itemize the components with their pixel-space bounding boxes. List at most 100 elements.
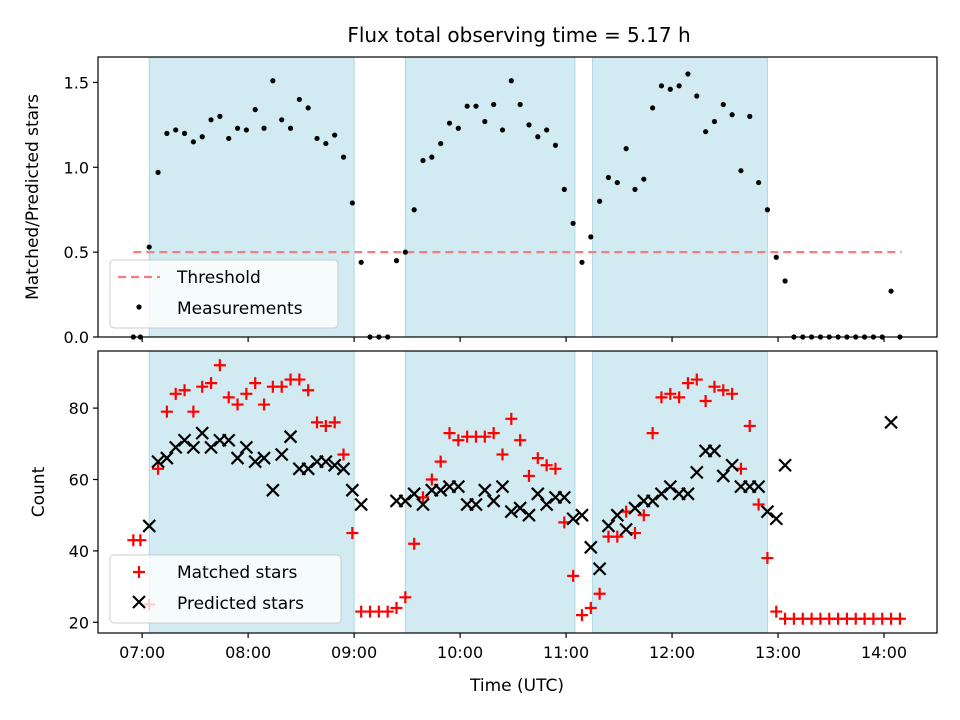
matched-stars-point [681, 377, 694, 390]
measurements-point [605, 174, 612, 181]
measurements-point [252, 107, 258, 113]
matched-stars-point [134, 534, 147, 547]
x-axis-label: Time (UTC) [469, 676, 564, 696]
measurements-point [579, 259, 585, 265]
matched-stars-point [408, 537, 421, 550]
measurements-point [888, 288, 894, 294]
predicted-stars-point [769, 511, 784, 526]
x-tick-label: 14:00 [861, 643, 907, 662]
plot-area [130, 71, 903, 340]
predicted-stars-point [522, 508, 536, 522]
matched-stars-point [549, 462, 562, 475]
top-axes-frame [97, 56, 938, 338]
measurements-point [544, 127, 550, 133]
legend-measurements-marker [136, 304, 142, 310]
matched-stars-point [726, 387, 739, 400]
measurements-point [667, 86, 673, 92]
matched-stars-point [575, 609, 588, 622]
predicted-stars-point [151, 454, 165, 469]
measurements-point [217, 113, 223, 119]
measurements-point [676, 83, 682, 89]
predicted-stars-point [416, 497, 430, 512]
x-tick-label: 10:00 [437, 643, 483, 662]
predicted-stars-point [601, 519, 616, 533]
measurements-point [173, 127, 179, 133]
predicted-stars-point [619, 522, 633, 537]
measurements-point [623, 146, 629, 152]
measurements-point [296, 96, 302, 103]
legend-box [109, 554, 342, 624]
predicted-stars-point [177, 433, 192, 448]
measurements-point [455, 125, 461, 131]
matched-stars-point [302, 384, 315, 397]
matched-stars-point [328, 416, 341, 429]
matched-stars-point [249, 377, 262, 390]
measurements-point [402, 249, 408, 255]
matched-stars-point [584, 602, 597, 615]
matched-stars-point [531, 452, 544, 465]
predicted-stars-point [539, 497, 554, 512]
predicted-stars-point [407, 487, 421, 501]
measurements-point [438, 140, 444, 147]
legend-matched-label: Matched stars [177, 563, 297, 583]
measurements-point [464, 103, 470, 109]
predicted-stars-point [504, 504, 519, 519]
predicted-stars-point [592, 561, 607, 576]
measurements-point [782, 278, 788, 284]
matched-stars-point [240, 387, 253, 400]
observing-window-2 [404, 56, 576, 338]
matched-stars-point [319, 419, 332, 432]
matched-stars-point [311, 416, 324, 429]
matched-stars-point [443, 427, 456, 440]
y-tick-label: 0.0 [64, 328, 89, 347]
measurements-point [323, 140, 329, 147]
predicted-stars-point [469, 497, 483, 512]
measurements-point [358, 259, 364, 265]
measurements-point [588, 234, 594, 240]
measurements-point [420, 157, 426, 164]
y-tick-label: 60 [69, 471, 89, 490]
measurements-point [243, 127, 249, 133]
predicted-stars-point [478, 483, 492, 497]
matched-stars-point [752, 498, 765, 511]
matched-stars-point [187, 405, 200, 418]
matched-stars-point [346, 527, 359, 540]
predicted-stars-point [486, 494, 501, 508]
measurements-point [287, 125, 294, 131]
matched-stars-point [487, 427, 500, 440]
matched-stars-point [761, 552, 774, 565]
matched-stars-point [222, 391, 235, 404]
predicted-stars-point [751, 479, 766, 494]
matched-stars-point [514, 434, 527, 447]
predicted-stars-point [274, 447, 289, 462]
y-axis: 20 40 60 80 [69, 399, 98, 632]
predicted-stars-point [398, 494, 413, 508]
predicted-stars-point [257, 451, 271, 465]
matched-stars-point [522, 469, 535, 482]
x-tick-label: 12:00 [649, 643, 695, 662]
measurements-point [429, 154, 435, 160]
matched-stars-point [717, 384, 730, 397]
predicted-stars-point [575, 508, 589, 522]
x-tick-label: 11:00 [543, 643, 589, 662]
measurements-point [340, 154, 347, 160]
x-axis: 07:00 08:00 09:00 10:00 11:00 12:00 13:00 14:00 [119, 633, 907, 662]
measurements-point [332, 132, 338, 138]
matched-stars-point [160, 405, 173, 418]
matched-stars-point [743, 419, 756, 432]
predicted-stars-point [760, 504, 775, 519]
measurements-point [181, 130, 188, 136]
matched-stars-point [434, 455, 447, 468]
matched-stars-point [231, 398, 244, 411]
measurements-point [261, 125, 267, 131]
bottom-axes-frame [97, 350, 938, 634]
predicted-stars-point [513, 501, 527, 515]
measurements-point [517, 101, 523, 108]
measurements-point [349, 200, 355, 206]
measurements-point [499, 127, 506, 133]
predicted-stars-point [725, 458, 739, 473]
predicted-stars-point [433, 483, 448, 497]
predicted-stars-point [160, 451, 174, 465]
matched-stars-point [196, 380, 209, 393]
measurements-point [208, 117, 214, 123]
